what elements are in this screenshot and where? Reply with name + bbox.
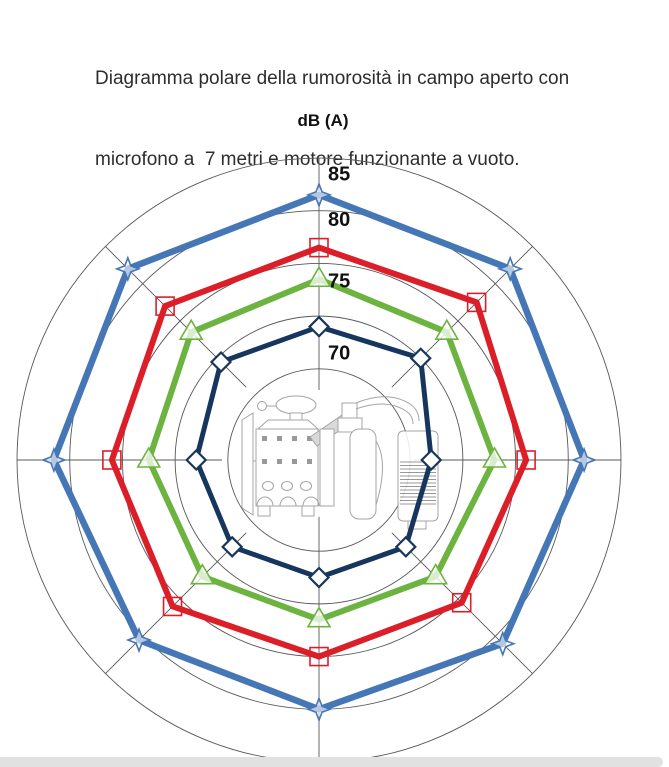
triangle-marker: [423, 563, 449, 585]
axis-tick-label: 85: [328, 163, 350, 185]
star-marker: [125, 626, 153, 654]
triangle-marker: [178, 318, 204, 340]
polar-grid: [16, 157, 622, 763]
diamond-marker: [307, 566, 331, 589]
star-marker: [570, 446, 598, 474]
grid-spoke: [105, 532, 247, 674]
engine-drawing: [241, 395, 439, 530]
triangle-marker: [189, 563, 215, 585]
diamond-marker: [420, 448, 443, 472]
square-marker: [162, 596, 183, 617]
engine-bolts: [262, 436, 312, 464]
star-marker: [114, 255, 142, 283]
engine-part: [257, 401, 267, 411]
star-marker: [305, 181, 333, 209]
engine-turbo-pipe: [355, 403, 414, 425]
engine-part: [341, 402, 358, 419]
engine-part: [337, 417, 363, 433]
star-marker: [40, 446, 68, 474]
axis-tick-label: 70: [328, 342, 350, 364]
engine-valve-cover: [256, 419, 320, 430]
caption-line-2: microfono a 7 metri e motore funzionante…: [95, 149, 520, 170]
chart-caption: Diagramma polare della rumorosità in cam…: [95, 11, 569, 227]
caption-line-1: Diagramma polare della rumorosità in cam…: [95, 68, 570, 89]
diamond-marker: [394, 535, 417, 558]
triangle-marker: [482, 446, 507, 468]
bottom-band: [0, 757, 663, 767]
series-layer: [40, 181, 598, 723]
triangle-marker: [136, 446, 162, 468]
engine-part: [256, 496, 320, 507]
engine-foot: [407, 520, 427, 530]
engine-part: [375, 440, 383, 506]
axis-tick-labels: 85 80 75 70: [328, 163, 350, 364]
diamond-marker: [185, 448, 208, 472]
square-marker: [309, 646, 329, 667]
engine-block: [255, 428, 319, 507]
radial-axis-title: dB (A): [297, 111, 349, 130]
square-marker: [466, 292, 487, 313]
engine-part: [300, 481, 312, 491]
star-marker: [496, 255, 524, 283]
diamond-marker: [409, 347, 432, 370]
engine-part: [281, 481, 293, 491]
square-marker: [309, 237, 329, 258]
square-marker: [516, 450, 536, 470]
star-marker: [305, 695, 333, 723]
star-marker: [489, 630, 516, 657]
axis-tick-label: 80: [328, 209, 350, 231]
engine-part: [262, 481, 274, 491]
square-marker: [102, 450, 122, 470]
diamond-marker: [307, 315, 331, 338]
engine-flywheel-housing: [349, 428, 377, 520]
triangle-marker: [306, 606, 332, 628]
engine-turbo-pipe: [355, 396, 420, 422]
axis-tick-label: 75: [328, 271, 350, 293]
engine-part: [319, 428, 335, 507]
diamond-marker: [221, 535, 244, 558]
square-marker: [451, 592, 472, 613]
triangle-marker: [434, 318, 460, 340]
engine-fan-shroud: [241, 412, 254, 516]
engine-foot: [301, 505, 315, 517]
series-polygon-red: [108, 244, 530, 660]
triangle-marker: [306, 265, 332, 288]
square-marker: [155, 296, 175, 316]
engine-foot: [257, 505, 271, 517]
engine-air-cleaner: [275, 395, 317, 415]
diamond-marker: [209, 350, 233, 374]
